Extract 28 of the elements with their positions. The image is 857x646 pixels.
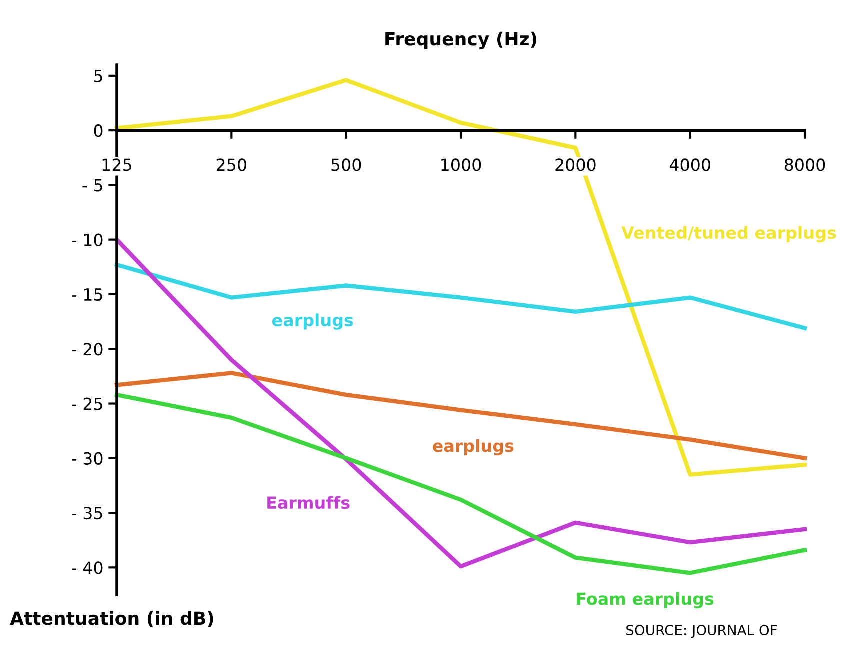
source-note: SOURCE: JOURNAL OF	[626, 625, 778, 638]
x-tick-label: 8000	[784, 158, 826, 172]
x-tick-label: 1000	[442, 158, 482, 172]
y-tick-label: - 5	[82, 179, 102, 192]
y-tick-label: - 35	[72, 507, 102, 520]
series-label: Foam earplugs	[577, 592, 714, 609]
x-tick-label: 4000	[670, 158, 710, 172]
series-label: earplugs	[433, 439, 514, 456]
y-tick-label: - 10	[72, 234, 103, 246]
x-tick-label: 250	[216, 158, 246, 172]
y-tick-label: - 15	[72, 288, 102, 302]
y-axis-title: Attentuation (in dB)	[10, 611, 214, 628]
line-series	[114, 262, 808, 330]
y-tick-label: - 30	[72, 452, 103, 465]
line-series	[114, 392, 808, 576]
series-label: Vented/tuned earplugs	[622, 226, 836, 243]
series-label: earplugs	[272, 314, 354, 330]
y-tick-label: 5	[94, 70, 102, 82]
x-tick-label: 2000	[556, 158, 596, 172]
x-tick-label: 500	[332, 158, 362, 172]
y-tick-label: - 20	[72, 343, 103, 356]
x-axis-title: Frequency (Hz)	[386, 32, 536, 50]
y-tick-label: - 25	[72, 398, 102, 410]
series-label: Earmuffs	[268, 496, 350, 510]
x-tick-label: 125	[102, 158, 132, 172]
y-tick-label: - 40	[72, 562, 103, 574]
y-tick-label: 0	[94, 124, 103, 138]
line-series	[114, 371, 808, 460]
